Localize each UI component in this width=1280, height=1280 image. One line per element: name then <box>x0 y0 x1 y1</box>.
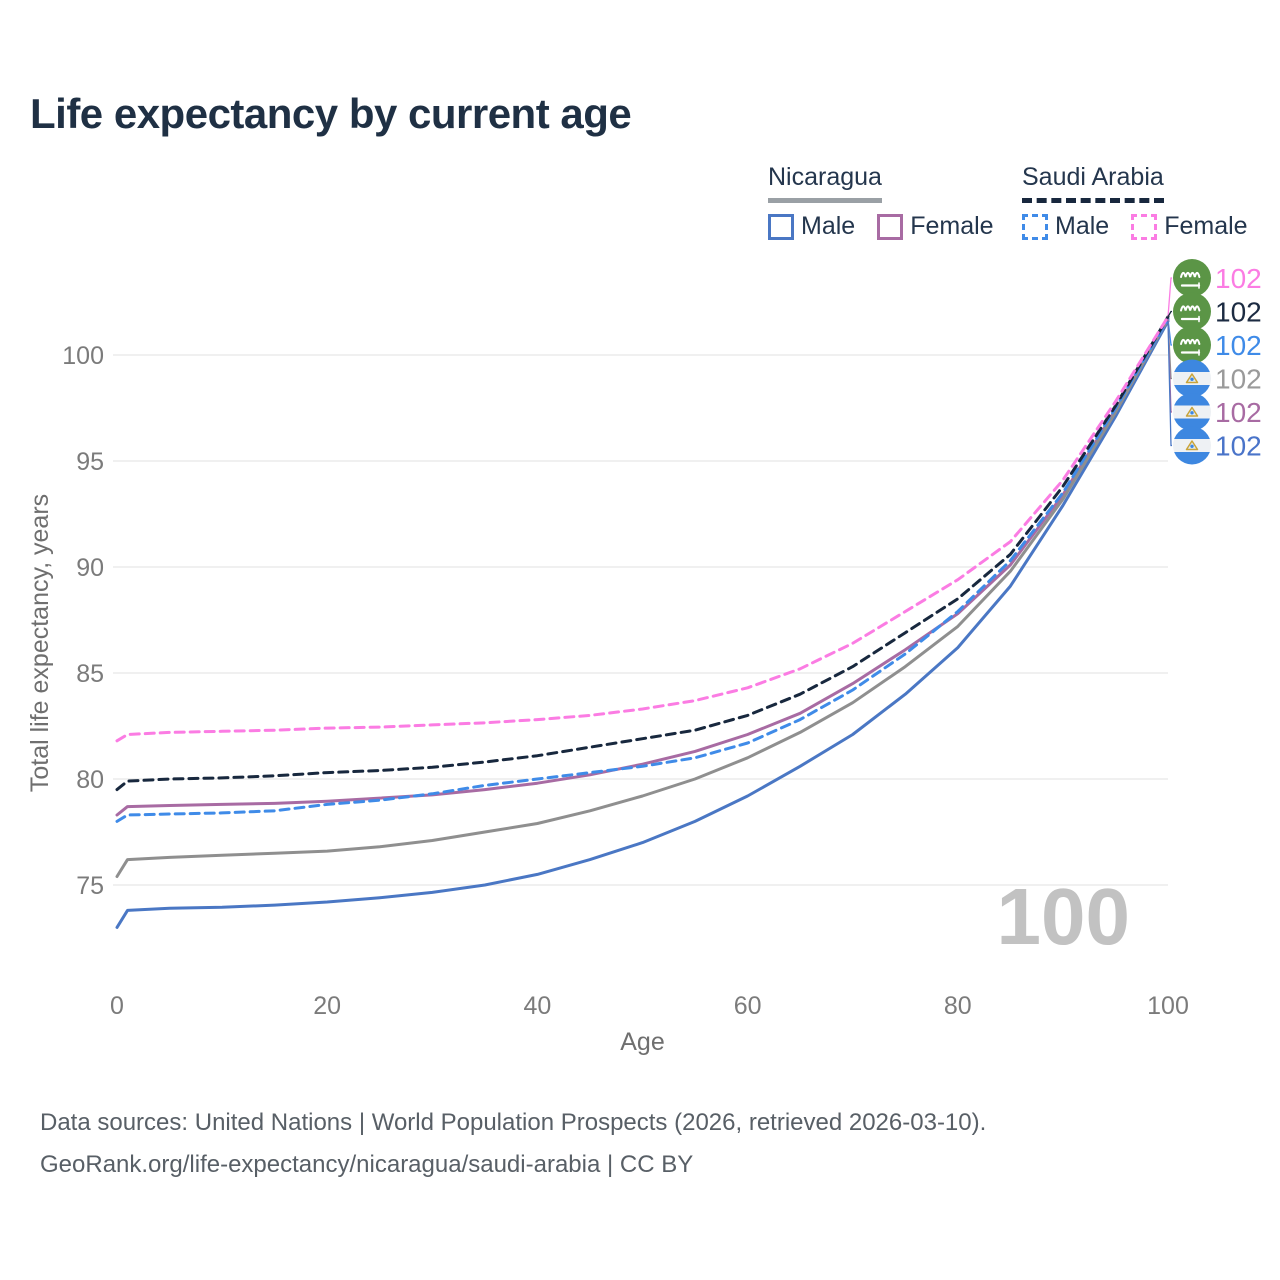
source-line-1: Data sources: United Nations | World Pop… <box>40 1109 987 1136</box>
series-line-saudi-arabia-female <box>115 315 1170 743</box>
legend-country-saudi-arabia: Saudi Arabia <box>1022 163 1248 203</box>
legend-item-nicaragua-female[interactable]: Female <box>877 212 994 241</box>
nicaragua-flag-icon <box>1173 426 1211 465</box>
end-value-label: 102 <box>1215 364 1262 395</box>
saudi-arabia-flag-icon <box>1173 259 1211 297</box>
nicaragua-flag-icon <box>1173 359 1211 398</box>
legend-swatch-saudi-female[interactable] <box>1131 213 1158 240</box>
legend-group-saudi-arabia: Saudi Arabia Male Female <box>1022 163 1248 241</box>
y-tick-label: 90 <box>76 554 104 582</box>
y-tick-label: 80 <box>76 766 104 794</box>
legend-swatch-nicaragua-male[interactable] <box>768 213 794 240</box>
legend-label: Female <box>1164 212 1248 240</box>
page-title: Life expectancy by current age <box>30 90 632 137</box>
x-tick-label: 20 <box>313 992 341 1020</box>
end-value-label: 102 <box>1215 297 1262 328</box>
end-value-label: 102 <box>1215 330 1262 361</box>
legend-item-nicaragua-male[interactable]: Male <box>768 212 855 241</box>
y-tick-label: 100 <box>62 342 104 370</box>
legend-country-nicaragua: Nicaragua <box>768 163 994 203</box>
data-sources: Data sources: United Nations | World Pop… <box>40 1102 986 1186</box>
series-line-saudi-arabia-male <box>115 317 1170 823</box>
legend-label: Male <box>801 212 856 240</box>
legend-swatch-saudi-male[interactable] <box>1022 213 1048 240</box>
x-tick-label: 60 <box>734 992 762 1020</box>
legend-group-nicaragua: Nicaragua Male Female <box>768 163 994 241</box>
source-line-2: GeoRank.org/life-expectancy/nicaragua/sa… <box>40 1151 694 1178</box>
nicaragua-flag-icon <box>1173 393 1211 431</box>
x-tick-label: 0 <box>110 992 124 1020</box>
age-watermark: 100 <box>997 872 1130 961</box>
y-tick-label: 85 <box>76 660 104 688</box>
legend-label: Female <box>910 212 994 240</box>
series-line-nicaragua-male <box>115 319 1170 929</box>
leader-line <box>1167 310 1172 318</box>
saudi-arabia-flag-icon <box>1173 326 1211 364</box>
y-tick-label: 75 <box>76 872 104 900</box>
legend-label: Male <box>1055 212 1110 240</box>
series-line-saudi-arabia-all <box>115 315 1170 792</box>
leader-line <box>1167 321 1172 447</box>
legend-item-saudi-female[interactable]: Female <box>1131 212 1248 241</box>
legend-item-saudi-male[interactable]: Male <box>1022 212 1109 241</box>
x-axis-title: Age <box>620 1028 664 1056</box>
x-tick-label: 80 <box>944 992 972 1020</box>
x-tick-label: 40 <box>523 992 551 1020</box>
series-line-nicaragua-all <box>115 317 1170 878</box>
end-value-label: 102 <box>1215 397 1262 428</box>
saudi-arabia-flag-icon <box>1173 292 1211 331</box>
legend-swatch-nicaragua-female[interactable] <box>877 213 904 240</box>
x-tick-label: 100 <box>1147 992 1189 1020</box>
end-value-label: 102 <box>1215 431 1262 462</box>
leader-line <box>1167 277 1172 317</box>
y-tick-label: 95 <box>76 448 104 476</box>
end-value-label: 102 <box>1215 263 1262 294</box>
y-axis-title: Total life expectancy, years <box>26 494 54 792</box>
